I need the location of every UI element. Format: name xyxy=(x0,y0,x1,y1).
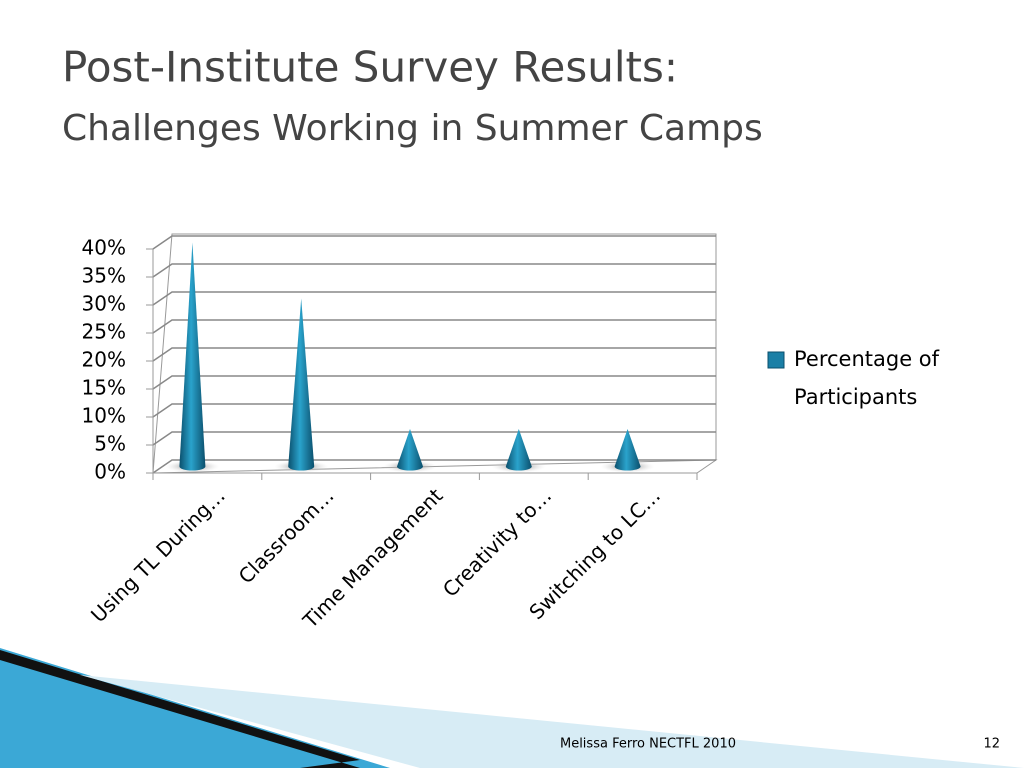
cone xyxy=(614,428,641,471)
cone xyxy=(397,428,423,471)
x-tick-label: Classroom… xyxy=(234,483,339,588)
y-tick-label: 5% xyxy=(94,432,126,456)
cone xyxy=(505,428,532,471)
page-number: 12 xyxy=(983,737,1000,752)
y-tick-label: 20% xyxy=(82,348,126,372)
grid-line xyxy=(152,263,716,278)
legend-label-line: Percentage of xyxy=(794,347,940,371)
footer-presenter: Melissa Ferro NECTFL 2010 xyxy=(560,737,736,752)
grid-line xyxy=(152,375,716,390)
grid-line xyxy=(152,319,716,334)
y-tick-label: 25% xyxy=(82,320,126,344)
x-tick-label: Creativity to… xyxy=(438,483,556,601)
y-tick-label: 30% xyxy=(82,292,126,316)
grid-line xyxy=(152,459,716,474)
grid-line xyxy=(152,403,716,418)
decor-light xyxy=(80,675,1024,768)
legend-label-line: Participants xyxy=(794,385,917,409)
grid-line xyxy=(152,431,716,446)
legend-swatch xyxy=(767,351,785,369)
cone xyxy=(179,242,206,471)
y-tick-label: 0% xyxy=(94,460,126,484)
x-tick-label: Using TL During… xyxy=(86,483,230,627)
cone xyxy=(288,298,315,471)
grid-line xyxy=(152,291,716,306)
chart: 0% 5% 10% 15% 20% 25% 30% 35% 40% Using TL During… xyxy=(82,233,940,633)
back-wall xyxy=(152,233,717,474)
y-tick-label: 10% xyxy=(82,404,126,428)
y-tick-label: 35% xyxy=(82,264,126,288)
y-tick-label: 40% xyxy=(82,236,126,260)
y-tick-label: 15% xyxy=(82,376,126,400)
grid-line xyxy=(152,347,716,362)
decor-black xyxy=(0,650,360,768)
grid-line xyxy=(152,235,716,250)
legend-label: Percentage of Participants xyxy=(794,347,940,409)
slide-subtitle: Challenges Working in Summer Camps xyxy=(62,108,763,149)
slide-title: Post-Institute Survey Results: xyxy=(62,43,678,92)
